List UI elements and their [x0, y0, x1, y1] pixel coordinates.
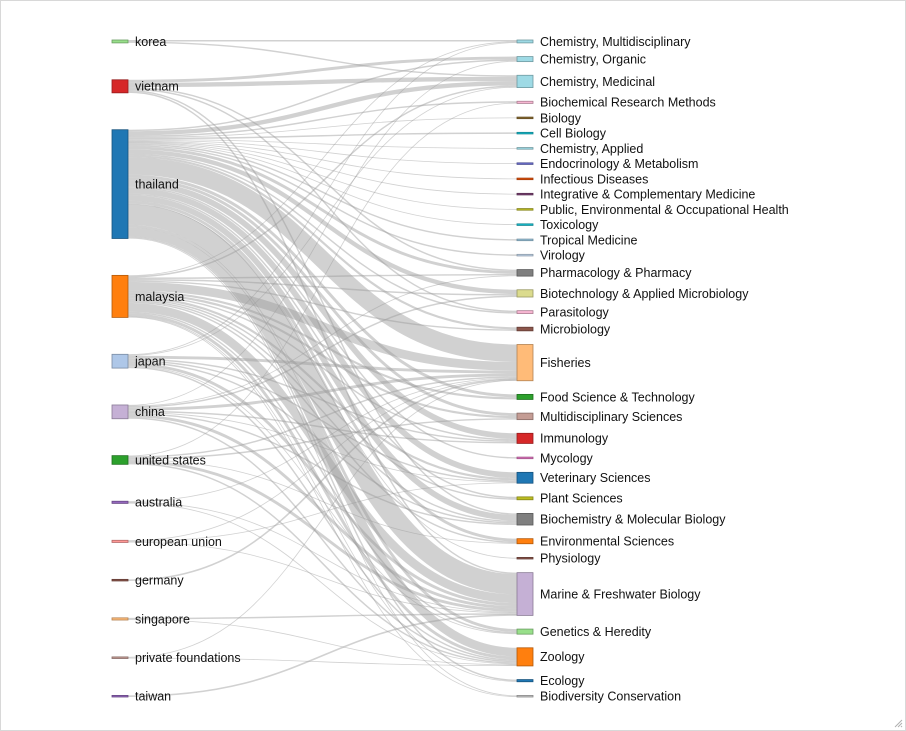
target-label-cell-biology: Cell Biology	[540, 127, 607, 141]
target-node-zoology[interactable]	[517, 648, 533, 666]
target-node-parasitology[interactable]	[517, 311, 533, 314]
target-node-toxicology[interactable]	[517, 224, 533, 226]
source-label-australia: australia	[135, 496, 182, 510]
target-label-virology: Virology	[540, 249, 586, 263]
target-label-biochemistry-molecular-biology: Biochemistry & Molecular Biology	[540, 513, 726, 527]
target-label-chemistry-medicinal: Chemistry, Medicinal	[540, 75, 655, 89]
target-label-chemistry-applied: Chemistry, Applied	[540, 142, 643, 156]
target-node-biology[interactable]	[517, 117, 533, 119]
target-node-veterinary-sciences[interactable]	[517, 472, 533, 483]
source-label-china: china	[135, 405, 165, 419]
target-node-plant-sciences[interactable]	[517, 497, 533, 500]
source-node-malaysia[interactable]	[112, 275, 128, 317]
resize-grip-icon[interactable]	[894, 719, 903, 728]
source-node-japan[interactable]	[112, 354, 128, 368]
source-node-european-union[interactable]	[112, 540, 128, 542]
target-label-biochemical-research-methods: Biochemical Research Methods	[540, 96, 716, 110]
target-label-fisheries: Fisheries	[540, 356, 591, 370]
target-label-endocrinology-metabolism: Endocrinology & Metabolism	[540, 157, 698, 171]
link-malaysia-to-pharmacology-pharmacy	[128, 275, 517, 279]
target-node-food-science-technology[interactable]	[517, 394, 533, 399]
target-node-biodiversity-conservation[interactable]	[517, 695, 533, 697]
target-label-food-science-technology: Food Science & Technology	[540, 390, 695, 404]
source-node-germany[interactable]	[112, 579, 128, 581]
target-node-environmental-sciences[interactable]	[517, 539, 533, 544]
target-node-mycology[interactable]	[517, 457, 533, 459]
source-label-germany: germany	[135, 574, 184, 588]
target-node-immunology[interactable]	[517, 433, 533, 443]
target-node-biochemical-research-methods[interactable]	[517, 101, 533, 103]
target-node-chemistry-applied[interactable]	[517, 148, 533, 150]
target-label-integrative-complementary-medicine: Integrative & Complementary Medicine	[540, 188, 755, 202]
target-node-integrative-complementary-medicine[interactable]	[517, 193, 533, 195]
target-node-fisheries[interactable]	[517, 344, 533, 380]
target-label-tropical-medicine: Tropical Medicine	[540, 233, 638, 247]
target-label-mycology: Mycology	[540, 451, 594, 465]
source-label-taiwan: taiwan	[135, 690, 171, 704]
source-label-vietnam: vietnam	[135, 80, 179, 94]
source-node-private-foundations[interactable]	[112, 657, 128, 659]
target-node-virology[interactable]	[517, 254, 533, 256]
source-node-thailand[interactable]	[112, 130, 128, 239]
target-node-chemistry-organic[interactable]	[517, 57, 533, 62]
source-node-australia[interactable]	[112, 501, 128, 503]
source-label-private-foundations: private foundations	[135, 651, 241, 665]
target-label-pharmacology-pharmacy: Pharmacology & Pharmacy	[540, 266, 692, 280]
target-node-pharmacology-pharmacy[interactable]	[517, 270, 533, 277]
target-label-marine-freshwater-biology: Marine & Freshwater Biology	[540, 587, 701, 601]
target-node-tropical-medicine[interactable]	[517, 239, 533, 241]
target-label-genetics-heredity: Genetics & Heredity	[540, 625, 652, 639]
target-label-immunology: Immunology	[540, 432, 609, 446]
source-label-european-union: european union	[135, 535, 222, 549]
target-node-ecology[interactable]	[517, 680, 533, 682]
source-node-united-states[interactable]	[112, 456, 128, 465]
target-label-zoology: Zoology	[540, 650, 585, 664]
source-node-taiwan[interactable]	[112, 695, 128, 697]
source-label-singapore: singapore	[135, 612, 190, 626]
target-label-biodiversity-conservation: Biodiversity Conservation	[540, 690, 681, 704]
target-node-public-environmental-occupational-health[interactable]	[517, 209, 533, 211]
target-node-multidisciplinary-sciences[interactable]	[517, 413, 533, 420]
target-label-parasitology: Parasitology	[540, 305, 610, 319]
source-label-japan: japan	[134, 355, 166, 369]
source-label-united-states: united states	[135, 453, 206, 467]
target-node-biotechnology-applied-microbiology[interactable]	[517, 290, 533, 297]
target-node-chemistry-multidisciplinary[interactable]	[517, 40, 533, 43]
link-thailand-to-cell-biology	[128, 133, 517, 138]
target-label-environmental-sciences: Environmental Sciences	[540, 535, 674, 549]
target-node-endocrinology-metabolism[interactable]	[517, 163, 533, 165]
target-node-microbiology[interactable]	[517, 327, 533, 331]
target-node-biochemistry-molecular-biology[interactable]	[517, 513, 533, 525]
source-node-singapore[interactable]	[112, 618, 128, 620]
target-node-marine-freshwater-biology[interactable]	[517, 573, 533, 616]
source-node-china[interactable]	[112, 405, 128, 419]
target-node-chemistry-medicinal[interactable]	[517, 75, 533, 87]
source-label-thailand: thailand	[135, 177, 179, 191]
target-label-infectious-diseases: Infectious Diseases	[540, 172, 648, 186]
source-node-vietnam[interactable]	[112, 80, 128, 93]
target-label-chemistry-multidisciplinary: Chemistry, Multidisciplinary	[540, 35, 691, 49]
target-label-physiology: Physiology	[540, 552, 601, 566]
target-label-toxicology: Toxicology	[540, 218, 599, 232]
sankey-links	[128, 41, 517, 697]
target-node-physiology[interactable]	[517, 557, 533, 559]
source-label-korea: korea	[135, 35, 166, 49]
source-node-korea[interactable]	[112, 40, 128, 43]
target-label-plant-sciences: Plant Sciences	[540, 492, 623, 506]
target-node-infectious-diseases[interactable]	[517, 178, 533, 180]
target-node-cell-biology[interactable]	[517, 132, 533, 134]
target-node-genetics-heredity[interactable]	[517, 629, 533, 634]
target-label-multidisciplinary-sciences: Multidisciplinary Sciences	[540, 410, 682, 424]
target-label-veterinary-sciences: Veterinary Sciences	[540, 471, 650, 485]
target-label-chemistry-organic: Chemistry, Organic	[540, 52, 646, 66]
target-label-ecology: Ecology	[540, 674, 585, 688]
source-label-malaysia: malaysia	[135, 290, 184, 304]
target-label-microbiology: Microbiology	[540, 322, 611, 336]
target-label-public-environmental-occupational-health: Public, Environmental & Occupational Hea…	[540, 203, 789, 217]
target-label-biotechnology-applied-microbiology: Biotechnology & Applied Microbiology	[540, 287, 749, 301]
target-label-biology: Biology	[540, 111, 582, 125]
